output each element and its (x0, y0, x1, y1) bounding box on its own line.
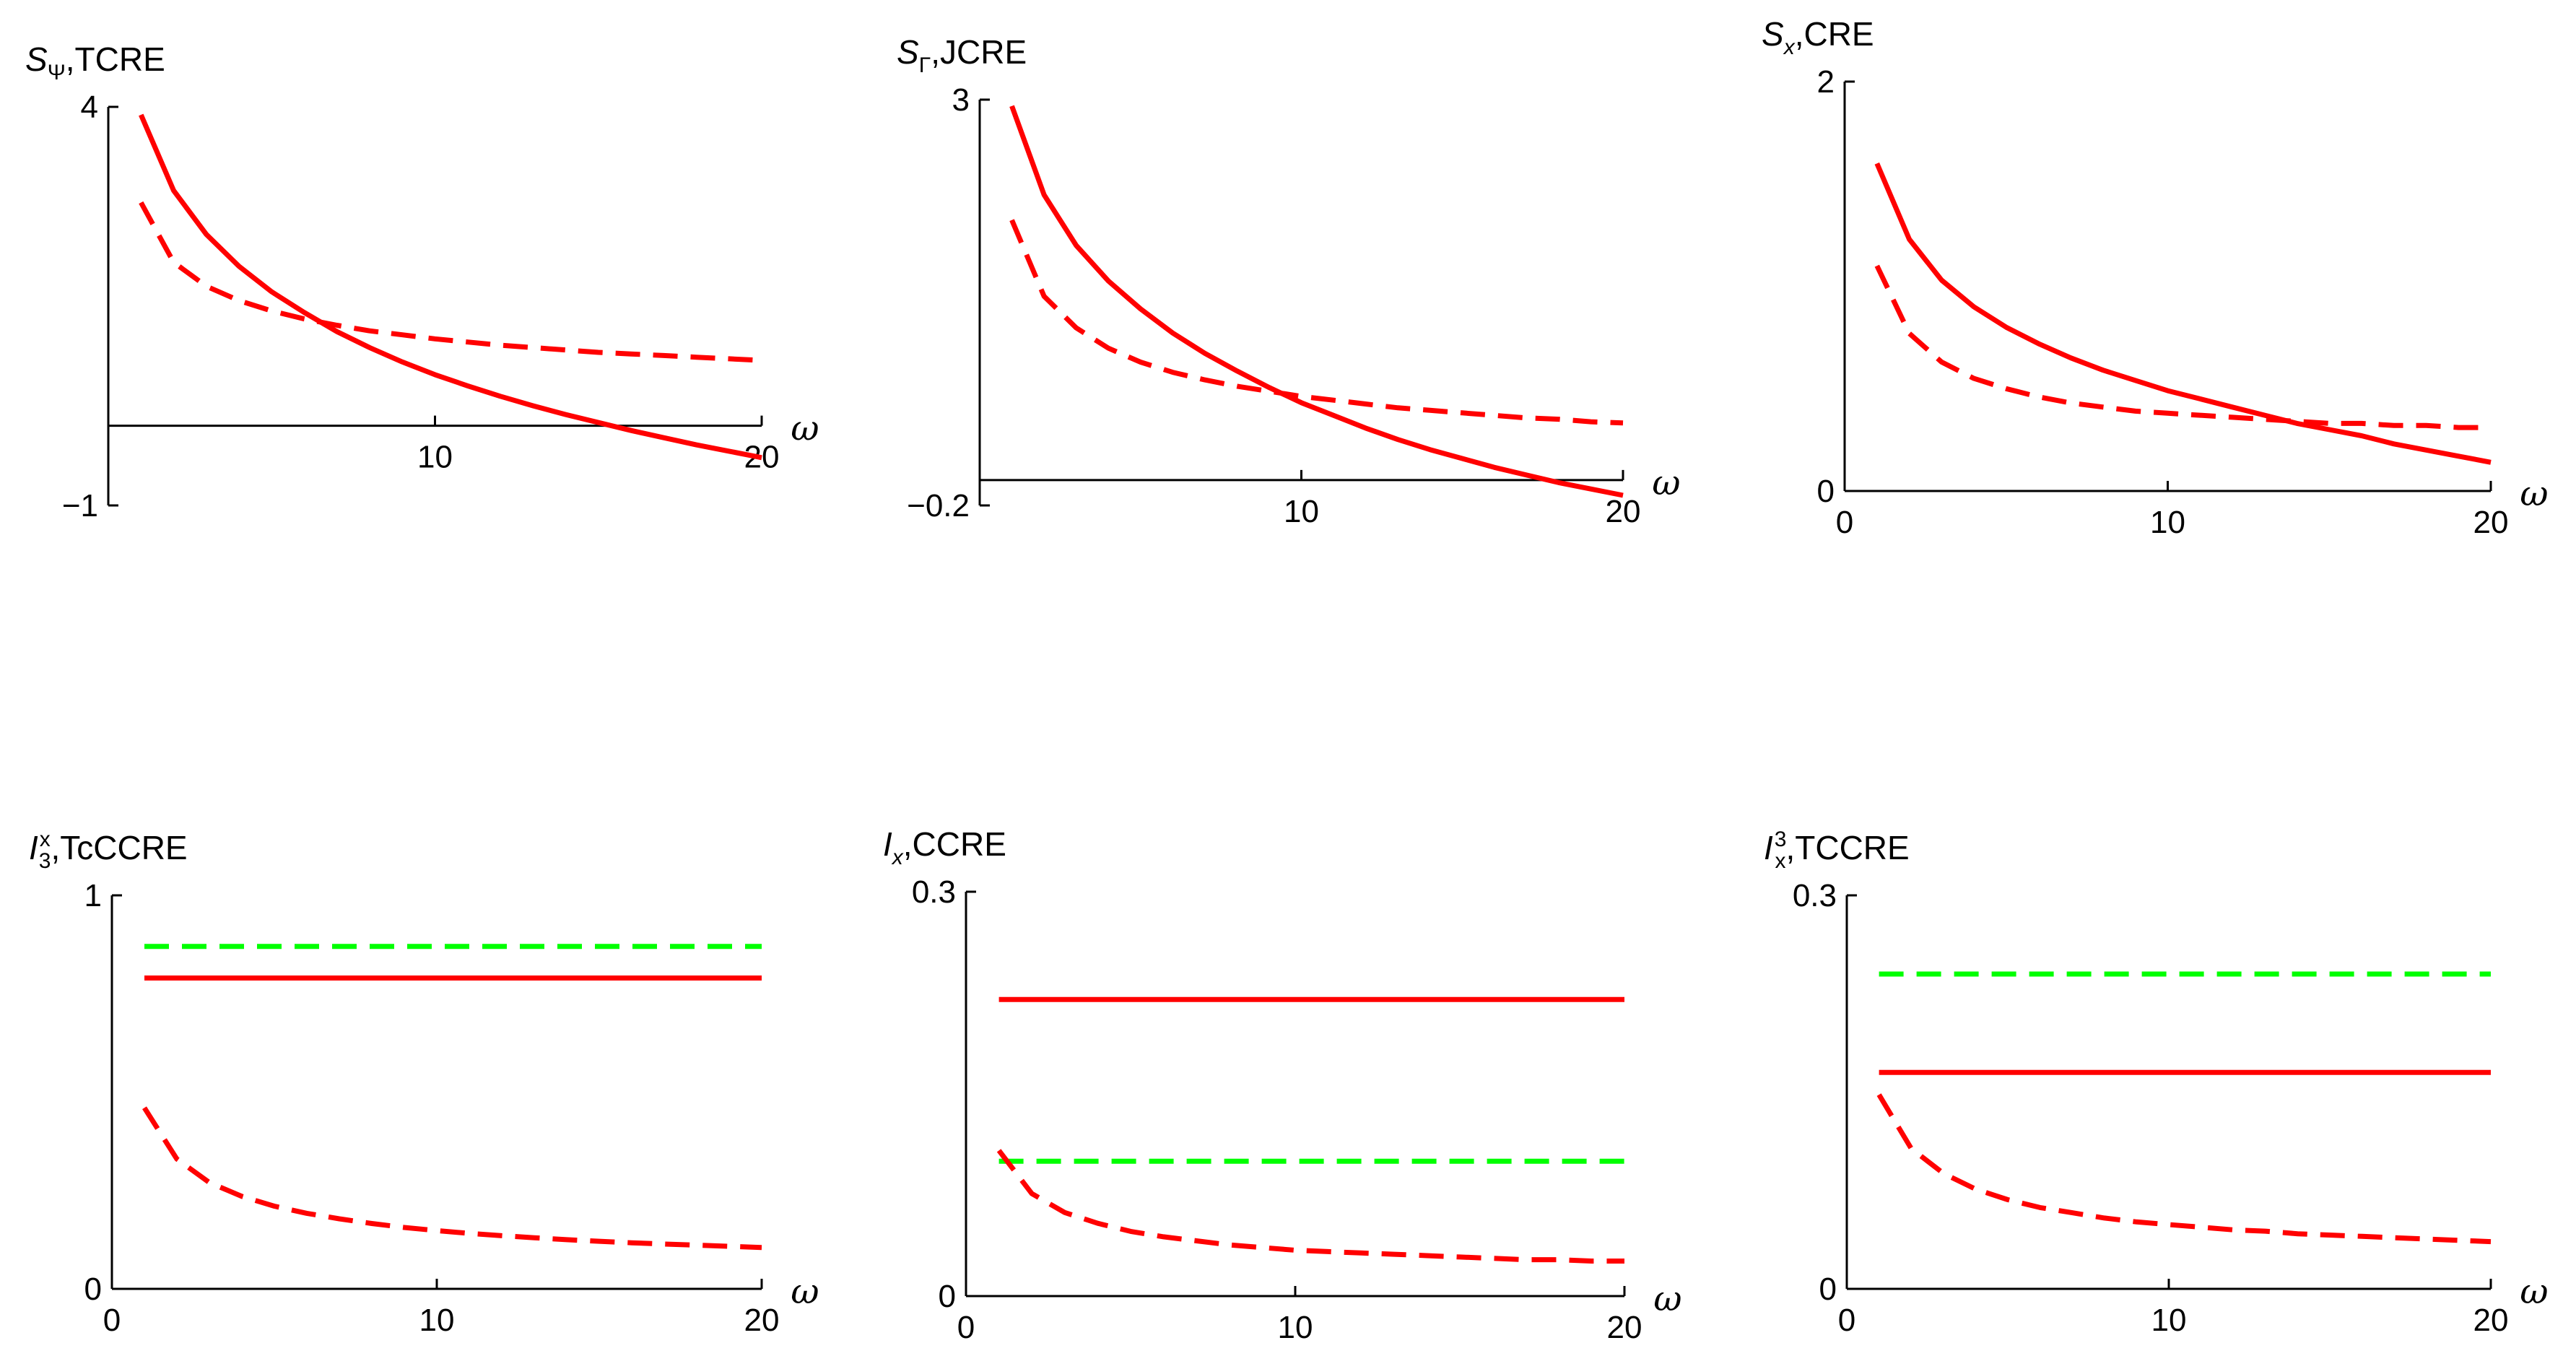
panel-title: SΨ,TCRE (25, 40, 165, 84)
x-axis-label: ω (2520, 1272, 2548, 1312)
x-tick-label: 20 (2473, 505, 2509, 540)
panel-title: Ix,CCRE (883, 825, 1006, 869)
panel-2: −0.2 3 10 20 ω SΓ,JCRE (897, 33, 1681, 529)
y-tick-label: 3 (952, 82, 970, 118)
panel-title: Ix 3,TcCCRE (29, 827, 188, 873)
x-tick-label: 0 (1836, 505, 1853, 540)
series-solid-red (1009, 105, 1624, 498)
x-tick-label: 10 (419, 1303, 455, 1338)
y-tick-label: −1 (62, 488, 98, 523)
x-tick-label: 0 (1838, 1303, 1855, 1338)
x-axis-label: ω (2520, 474, 2548, 514)
series-dashed-red (142, 1106, 762, 1251)
series-dashed-red (1876, 1093, 2492, 1245)
y-tick-label: 0.3 (1793, 878, 1837, 913)
series-solid-red (139, 113, 762, 461)
y-tick-label: 0 (1817, 474, 1835, 509)
x-tick-label: 10 (1284, 494, 1319, 529)
y-tick-label: 0.3 (912, 874, 956, 910)
x-tick-label: 20 (1607, 1310, 1642, 1345)
x-tick-label: 20 (744, 1303, 780, 1338)
x-tick-label: 10 (2151, 1303, 2187, 1338)
panel-title: SΓ,JCRE (897, 33, 1027, 77)
series-dashed-red (1874, 264, 2491, 430)
x-tick-label: 20 (2473, 1303, 2509, 1338)
series-solid-red (1874, 162, 2492, 465)
x-axis-label: ω (791, 409, 819, 449)
y-tick-label: 2 (1817, 64, 1835, 100)
y-tick-label: 0 (1819, 1272, 1837, 1307)
x-tick-label: 0 (103, 1303, 121, 1338)
x-tick-label: 10 (1278, 1310, 1313, 1345)
panel-5: 0 0.3 0 10 20 ω Ix,CCRE (883, 825, 1682, 1345)
series-dashed-red (1009, 219, 1624, 426)
panel-title: Sx,CRE (1762, 15, 1874, 59)
series-dashed-red (996, 1149, 1624, 1264)
x-tick-label: 0 (957, 1310, 975, 1345)
y-tick-label: −0.2 (907, 488, 970, 523)
y-tick-label: 0 (84, 1272, 102, 1307)
y-tick-label: 4 (81, 90, 98, 125)
x-axis-label: ω (791, 1272, 819, 1312)
x-tick-label: 10 (417, 440, 453, 475)
y-tick-label: 1 (84, 878, 102, 913)
panel-6: 0 0.3 0 10 20 ω I3 x,TCCRE (1764, 827, 2549, 1338)
x-axis-label: ω (1652, 463, 1680, 503)
panel-title: I3 x,TCCRE (1764, 827, 1910, 873)
y-tick-label: 0 (939, 1279, 956, 1314)
x-tick-label: 10 (2150, 505, 2185, 540)
x-tick-label: 20 (1606, 494, 1641, 529)
series-dashed-red (139, 201, 762, 363)
x-axis-label: ω (1653, 1279, 1681, 1319)
